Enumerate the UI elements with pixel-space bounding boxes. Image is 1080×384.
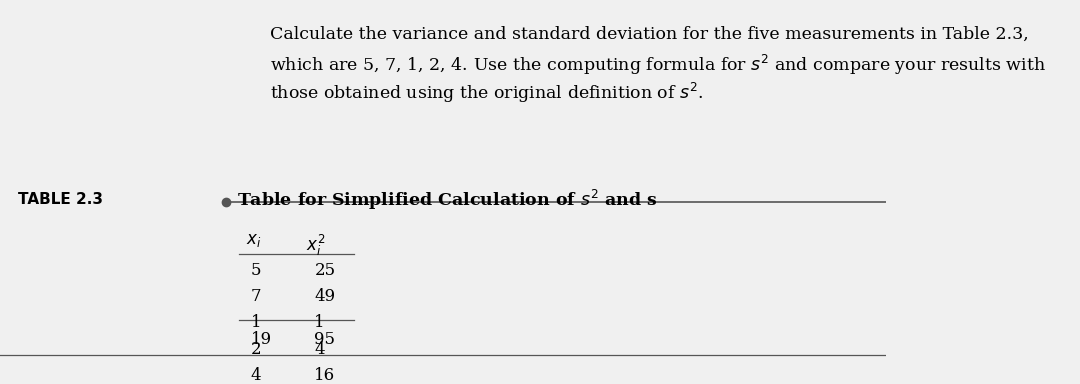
- Text: Table for Simplified Calculation of $s^2$ and s: Table for Simplified Calculation of $s^2…: [238, 187, 658, 212]
- Text: 1: 1: [314, 314, 325, 331]
- Text: 25: 25: [314, 262, 336, 279]
- Text: 1: 1: [251, 314, 261, 331]
- Text: $x_i^2$: $x_i^2$: [306, 232, 325, 258]
- Text: 49: 49: [314, 288, 336, 305]
- Text: 5: 5: [251, 262, 261, 279]
- Text: 95: 95: [314, 331, 336, 348]
- Text: $x_i$: $x_i$: [246, 232, 261, 250]
- Text: 4: 4: [314, 341, 325, 358]
- Text: 4: 4: [251, 367, 261, 384]
- Text: Calculate the variance and standard deviation for the five measurements in Table: Calculate the variance and standard devi…: [270, 26, 1029, 43]
- Text: which are 5, 7, 1, 2, 4. Use the computing formula for $s^2$ and compare your re: which are 5, 7, 1, 2, 4. Use the computi…: [270, 53, 1047, 77]
- Text: TABLE 2.3: TABLE 2.3: [17, 192, 103, 207]
- Text: those obtained using the original definition of $s^2$.: those obtained using the original defini…: [270, 81, 703, 105]
- Text: 2: 2: [251, 341, 261, 358]
- Text: 19: 19: [251, 331, 272, 348]
- Text: 16: 16: [314, 367, 336, 384]
- Text: 7: 7: [251, 288, 261, 305]
